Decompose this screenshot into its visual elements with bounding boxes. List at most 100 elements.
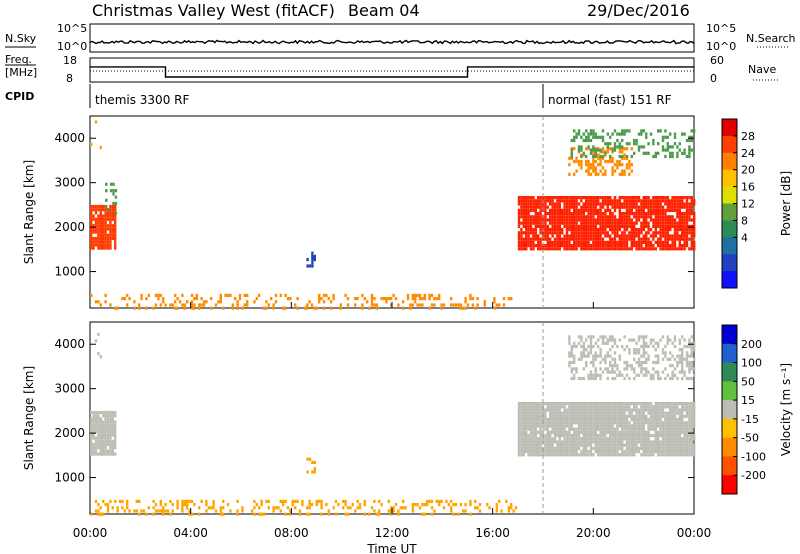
data-cell xyxy=(683,446,686,450)
data-cell xyxy=(589,424,593,428)
data-cell xyxy=(128,509,131,513)
data-cell xyxy=(645,151,648,155)
data-cell xyxy=(592,414,595,418)
data-cell xyxy=(241,509,244,513)
data-cell xyxy=(690,440,693,444)
data-cell xyxy=(537,205,540,209)
data-cell xyxy=(673,427,677,431)
data-cell xyxy=(282,306,285,310)
data-cell xyxy=(582,247,585,251)
data-cell xyxy=(623,408,626,412)
data-cell xyxy=(669,402,672,406)
data-cell xyxy=(690,414,693,418)
nsky-label: N.Sky xyxy=(5,32,37,45)
data-cell xyxy=(493,300,496,304)
data-cell xyxy=(585,402,588,406)
data-cell xyxy=(522,231,525,235)
data-cell xyxy=(570,370,573,374)
data-cell xyxy=(238,297,242,301)
data-cell xyxy=(630,169,633,173)
data-cell xyxy=(90,142,93,146)
data-cell xyxy=(575,205,578,209)
data-cell xyxy=(676,440,679,444)
data-cell xyxy=(597,443,600,447)
data-cell xyxy=(637,424,641,428)
data-cell xyxy=(690,405,693,409)
data-cell xyxy=(633,224,636,228)
data-cell xyxy=(537,221,540,225)
data-cell xyxy=(587,351,590,355)
data-cell xyxy=(623,212,626,216)
data-cell xyxy=(647,354,650,358)
data-cell xyxy=(544,244,547,248)
data-cell xyxy=(104,426,107,431)
data-cell xyxy=(647,215,650,219)
data-cell xyxy=(236,512,239,516)
data-cell xyxy=(90,236,93,241)
data-cell xyxy=(546,231,549,235)
data-cell xyxy=(671,430,674,434)
data-cell xyxy=(621,150,624,154)
data-cell xyxy=(527,408,530,412)
data-cell xyxy=(585,418,588,422)
data-cell xyxy=(140,297,143,301)
data-cell xyxy=(114,243,117,247)
data-cell xyxy=(190,300,194,304)
data-cell xyxy=(222,506,225,510)
data-cell xyxy=(90,436,93,440)
data-cell xyxy=(544,411,547,415)
data-cell xyxy=(666,443,669,447)
data-cell xyxy=(106,433,110,437)
data-cell xyxy=(104,240,107,244)
data-cell xyxy=(563,443,566,447)
data-cell xyxy=(368,306,371,310)
data-cell xyxy=(621,421,624,425)
data-cell xyxy=(549,215,552,219)
data-cell xyxy=(657,196,660,200)
data-cell xyxy=(226,293,230,297)
data-cell xyxy=(106,442,110,447)
data-cell xyxy=(664,231,667,235)
data-cell xyxy=(354,303,357,307)
data-cell xyxy=(522,212,525,216)
data-cell xyxy=(520,405,523,409)
data-cell xyxy=(102,423,105,427)
data-cell xyxy=(604,354,607,358)
data-cell xyxy=(529,421,533,425)
data-cell xyxy=(690,402,693,406)
data-cell xyxy=(522,421,525,425)
data-cell xyxy=(553,408,557,412)
data-cell xyxy=(630,247,633,251)
data-cell xyxy=(594,228,597,232)
data-cell xyxy=(573,360,576,365)
data-cell xyxy=(447,503,450,507)
data-cell xyxy=(633,221,636,225)
data-cell xyxy=(522,450,525,454)
data-cell xyxy=(688,224,691,228)
data-cell xyxy=(580,421,583,425)
data-cell xyxy=(520,443,523,447)
data-cell xyxy=(671,199,674,203)
data-cell xyxy=(685,244,689,248)
data-cell xyxy=(450,499,453,503)
data-cell xyxy=(690,376,693,381)
data-cell xyxy=(532,221,535,225)
data-cell xyxy=(616,434,619,438)
data-cell xyxy=(532,234,535,238)
data-cell xyxy=(693,357,696,361)
data-cell xyxy=(616,132,619,136)
data-cell xyxy=(666,373,669,377)
data-cell xyxy=(582,202,585,206)
data-cell xyxy=(661,411,665,415)
data-cell xyxy=(604,405,607,409)
data-cell xyxy=(688,237,691,241)
data-cell xyxy=(327,509,330,513)
data-cell xyxy=(587,440,590,444)
data-cell xyxy=(438,503,441,507)
data-cell xyxy=(618,408,621,412)
nsearch-tick-bottom: 10^0 xyxy=(706,40,736,53)
data-cell xyxy=(558,221,561,225)
data-cell xyxy=(565,421,569,425)
data-cell xyxy=(318,499,321,503)
